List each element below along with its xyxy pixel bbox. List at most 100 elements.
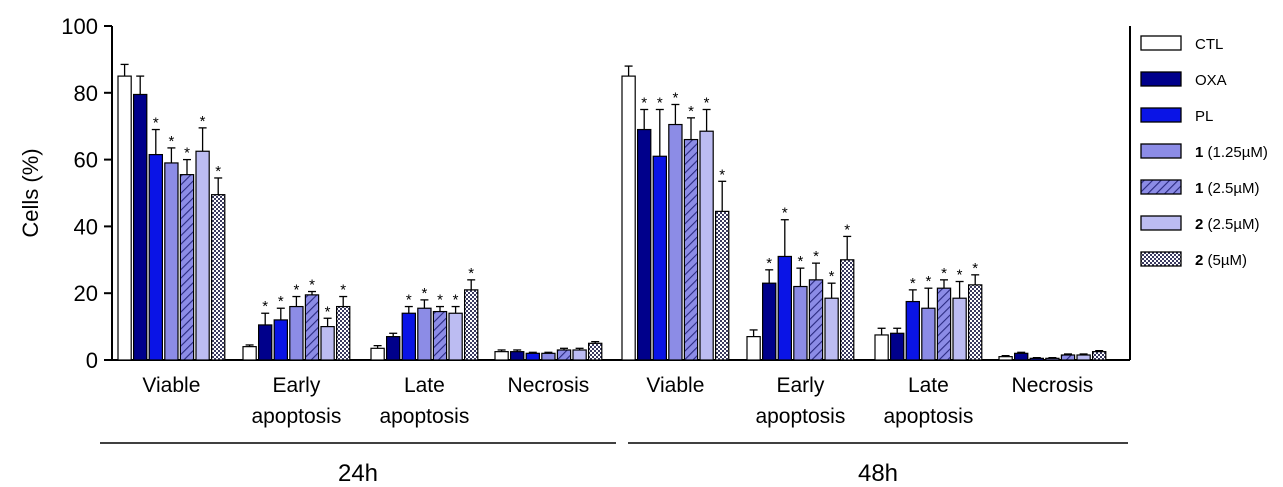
bar-48h-late-apoptosis-5 [952,297,967,361]
category-label: Early [776,374,824,397]
legend-label-bold: 2 [1195,252,1203,269]
bar-24h-necrosis-4 [556,349,572,361]
significance-marker: * [782,205,788,222]
significance-marker: * [813,248,819,265]
significance-marker: * [340,282,346,299]
bar-48h-early-apoptosis-3 [793,285,808,361]
significance-marker: * [829,268,835,285]
bar-24h-early-apoptosis-2 [273,319,289,361]
category-label: apoptosis [379,405,469,428]
bar-48h-early-apoptosis-2 [777,255,793,361]
bar-24h-late-apoptosis-4 [432,310,448,361]
bar-24h-early-apoptosis-6 [336,305,351,361]
bar-24h-early-apoptosis-1 [258,324,273,361]
category-label: Viable [142,374,200,397]
y-axis-title: Cells (%) [18,148,43,237]
bar-24h-late-apoptosis-0 [370,347,385,361]
legend-label-rest: PL [1195,108,1213,125]
bar-48h-viable-5 [699,130,714,361]
legend-swatch-4 [1140,179,1182,195]
group-label-48h: 48h [858,460,898,487]
bar-48h-early-apoptosis-1 [761,282,777,361]
legend-swatch-6 [1140,251,1182,267]
bar-24h-necrosis-2 [525,352,541,361]
bar-48h-late-apoptosis-6 [967,284,983,361]
y-tick-label: 60 [74,148,98,173]
bar-24h-viable-6 [211,194,226,361]
significance-marker: * [309,277,315,294]
legend-swatch-5 [1140,215,1182,231]
significance-marker: * [325,303,331,320]
bar-48h-late-apoptosis-0 [874,334,889,361]
category-label: apoptosis [251,405,341,428]
bar-24h-late-apoptosis-1 [386,336,401,361]
legend-label-2: PL [1195,108,1213,125]
bar-24h-late-apoptosis-2 [401,312,417,361]
bar-48h-viable-6 [714,210,730,361]
bar-48h-early-apoptosis-6 [839,259,855,361]
bar-24h-viable-5 [195,150,210,361]
legend-label-rest: CTL [1195,36,1223,53]
y-tick-label: 0 [86,348,98,373]
group-label-24h: 24h [338,460,378,487]
y-tick-label: 100 [61,14,98,39]
legend-label-4: 1 (2.5µM) [1195,180,1260,197]
legend-label-rest: (2.5µM) [1203,216,1259,233]
bar-24h-late-apoptosis-6 [464,289,479,361]
category-label: Necrosis [508,374,590,397]
bar-24h-necrosis-3 [541,352,556,361]
legend-label-1: OXA [1195,72,1227,89]
bar-48h-viable-3 [668,123,683,361]
legend-label-rest: OXA [1195,72,1227,89]
category-label: Viable [646,374,704,397]
bar-24h-early-apoptosis-5 [320,326,335,361]
significance-marker: * [262,298,268,315]
bar-24h-early-apoptosis-3 [289,305,304,361]
legend-label-rest: (5µM) [1203,252,1247,269]
legend-label-rest: (1.25µM) [1203,144,1268,161]
bar-48h-necrosis-1 [1013,352,1029,361]
category-label: Early [272,374,320,397]
bar-48h-early-apoptosis-0 [746,336,761,361]
bar-48h-necrosis-5 [1076,354,1091,361]
significance-marker: * [910,275,916,292]
bar-24h-viable-0 [117,75,132,361]
bar-24h-necrosis-1 [510,351,525,361]
significance-marker: * [278,293,284,310]
bar-24h-necrosis-5 [572,349,587,361]
significance-marker: * [468,265,474,282]
significance-marker: * [293,282,299,299]
legend-swatch-0 [1140,35,1182,51]
significance-marker: * [957,267,963,284]
bar-48h-viable-4 [683,138,699,361]
significance-marker: * [844,221,850,238]
legend-label-rest: (2.5µM) [1203,180,1259,197]
bar-48h-viable-1 [636,128,652,361]
legend-label-bold: 1 [1195,144,1203,161]
bar-48h-early-apoptosis-5 [824,297,839,361]
bar-24h-viable-3 [164,162,179,361]
bar-48h-late-apoptosis-2 [905,300,921,361]
legend-label-3: 1 (1.25µM) [1195,144,1268,161]
significance-marker: * [437,292,443,309]
significance-marker: * [200,113,206,130]
bar-24h-necrosis-0 [494,351,509,361]
bar-24h-viable-1 [133,93,148,361]
significance-marker: * [797,253,803,270]
category-label: apoptosis [755,405,845,428]
category-label: apoptosis [883,405,973,428]
legend-label-5: 2 (2.5µM) [1195,216,1260,233]
significance-marker: * [657,95,663,112]
significance-marker: * [688,103,694,120]
legend-swatch-1 [1140,71,1182,87]
significance-marker: * [766,255,772,272]
significance-marker: * [421,285,427,302]
significance-marker: * [704,95,710,112]
bar-24h-early-apoptosis-0 [242,346,257,361]
significance-marker: * [925,273,931,290]
bar-24h-late-apoptosis-5 [448,312,463,361]
significance-marker: * [153,115,159,132]
significance-marker: * [972,260,978,277]
